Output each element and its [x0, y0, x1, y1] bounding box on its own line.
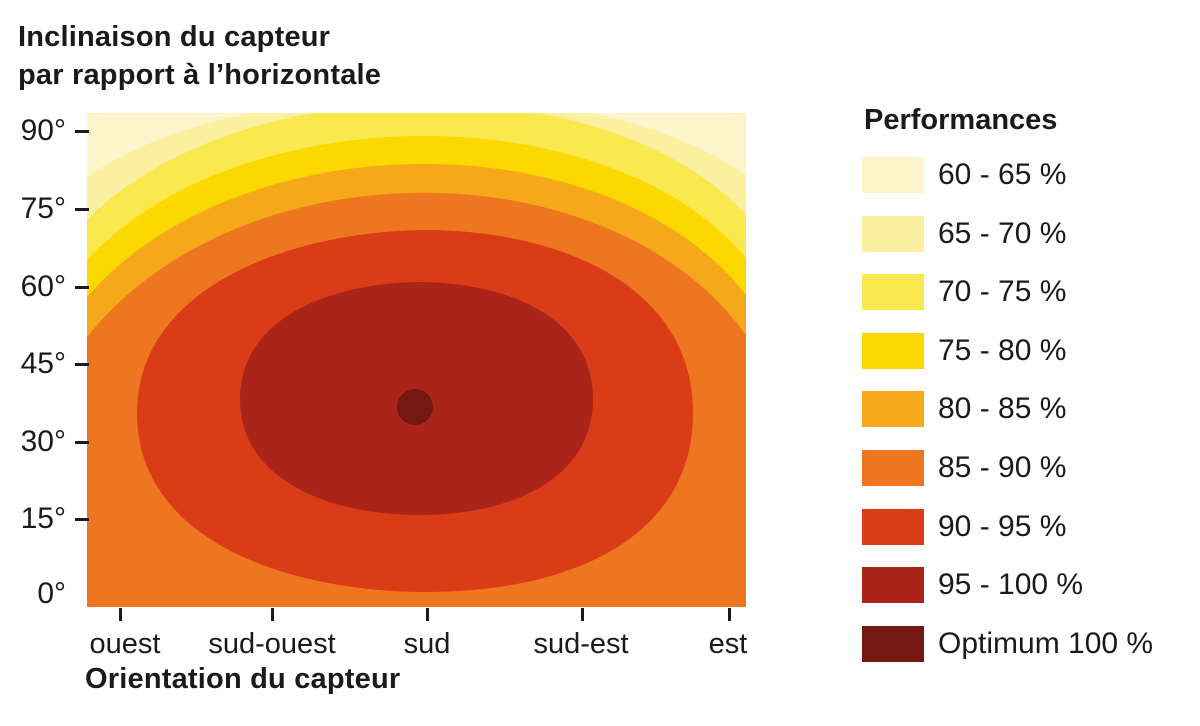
x-tick-dash — [426, 608, 429, 621]
chart-title-line2: par rapport à l’horizontale — [18, 59, 382, 91]
legend-item-label: 85 - 90 % — [938, 451, 1067, 484]
y-tick-dash — [75, 441, 89, 444]
x-tick-dash — [271, 608, 274, 621]
optimum-marker — [397, 389, 433, 425]
x-tick-dash — [581, 608, 584, 621]
legend-swatch — [862, 508, 924, 545]
legend-swatch — [862, 450, 924, 486]
x-tick-label: sud — [403, 628, 451, 660]
legend-item-label: 90 - 95 % — [938, 509, 1067, 543]
x-tick-dash — [728, 608, 731, 621]
y-tick-dash — [75, 363, 89, 366]
contour-plot — [87, 113, 746, 607]
legend-swatch — [862, 391, 924, 428]
legend-item-label: 65 - 70 % — [938, 216, 1067, 250]
legend-item-label: Optimum 100 % — [938, 626, 1154, 660]
y-tick-label: 0° — [37, 577, 66, 610]
legend: Performances 60 - 65 % 65 - 70 % 70 - 75 %… — [862, 0, 1192, 726]
y-tick-label: 60° — [20, 270, 66, 303]
y-tick-dash — [75, 130, 89, 133]
chart-title: Inclinaison du capteur par rapport à l’h… — [18, 18, 381, 94]
y-tick-dash — [75, 286, 89, 289]
x-tick-dash — [119, 608, 122, 621]
y-tick-dash — [75, 208, 89, 211]
legend-item-label: 95 - 100 % — [938, 568, 1084, 602]
legend-item-label: 75 - 80 % — [938, 333, 1067, 367]
x-tick-label: est — [708, 628, 748, 660]
legend-swatch — [862, 157, 924, 193]
legend-swatch — [862, 567, 924, 604]
y-tick-dash — [75, 518, 89, 521]
legend-swatch — [862, 625, 924, 662]
legend-item-label: 70 - 75 % — [938, 275, 1067, 309]
chart-title-line1: Inclinaison du capteur — [18, 21, 331, 53]
y-tick-label: 45° — [20, 347, 66, 380]
legend-item-label: 60 - 65 % — [938, 158, 1067, 191]
legend-swatch — [862, 274, 924, 311]
y-tick-label: 90° — [20, 114, 66, 147]
x-tick-label: sud-ouest — [208, 628, 336, 660]
x-tick-label: sud-est — [533, 628, 629, 660]
legend-title: Performances — [864, 104, 1058, 136]
legend-swatch — [862, 215, 924, 252]
y-tick-label: 75° — [20, 192, 66, 225]
legend-item-label: 80 - 85 % — [938, 392, 1067, 426]
legend-swatch — [862, 332, 924, 369]
x-axis-title: Orientation du capteur — [85, 663, 401, 695]
y-tick-label: 30° — [20, 425, 66, 458]
y-tick-label: 15° — [20, 502, 66, 535]
x-tick-label: ouest — [89, 628, 161, 660]
